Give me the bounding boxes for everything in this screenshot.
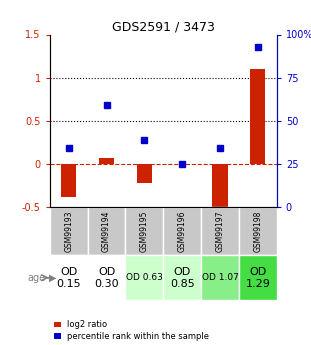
- Text: OD
0.85: OD 0.85: [170, 267, 195, 288]
- Bar: [50, 207, 88, 255]
- Text: OD
0.15: OD 0.15: [56, 267, 81, 288]
- Bar: [212, 164, 228, 209]
- Bar: [250, 69, 266, 164]
- Text: GSM99195: GSM99195: [140, 210, 149, 252]
- Text: GSM99197: GSM99197: [216, 210, 225, 252]
- Bar: [88, 207, 125, 255]
- Text: GSM99196: GSM99196: [178, 210, 187, 252]
- Bar: [201, 255, 239, 300]
- Text: OD 0.63: OD 0.63: [126, 273, 163, 282]
- Bar: [163, 255, 201, 300]
- Legend: log2 ratio, percentile rank within the sample: log2 ratio, percentile rank within the s…: [54, 321, 209, 341]
- Text: ▶: ▶: [49, 273, 57, 283]
- Bar: [239, 207, 277, 255]
- Bar: [137, 164, 152, 183]
- Text: OD 1.07: OD 1.07: [202, 273, 239, 282]
- Bar: [61, 164, 76, 197]
- Text: GSM99194: GSM99194: [102, 210, 111, 252]
- Bar: [239, 255, 277, 300]
- Text: OD
0.30: OD 0.30: [94, 267, 119, 288]
- Text: age: age: [27, 273, 45, 283]
- Text: GSM99193: GSM99193: [64, 210, 73, 252]
- Bar: [201, 207, 239, 255]
- Bar: [125, 255, 163, 300]
- Bar: [50, 255, 88, 300]
- Bar: [163, 207, 201, 255]
- Bar: [125, 207, 163, 255]
- Bar: [88, 255, 125, 300]
- Title: GDS2591 / 3473: GDS2591 / 3473: [112, 20, 215, 33]
- Text: GSM99198: GSM99198: [253, 210, 262, 252]
- Text: OD
1.29: OD 1.29: [245, 267, 270, 288]
- Bar: [99, 158, 114, 164]
